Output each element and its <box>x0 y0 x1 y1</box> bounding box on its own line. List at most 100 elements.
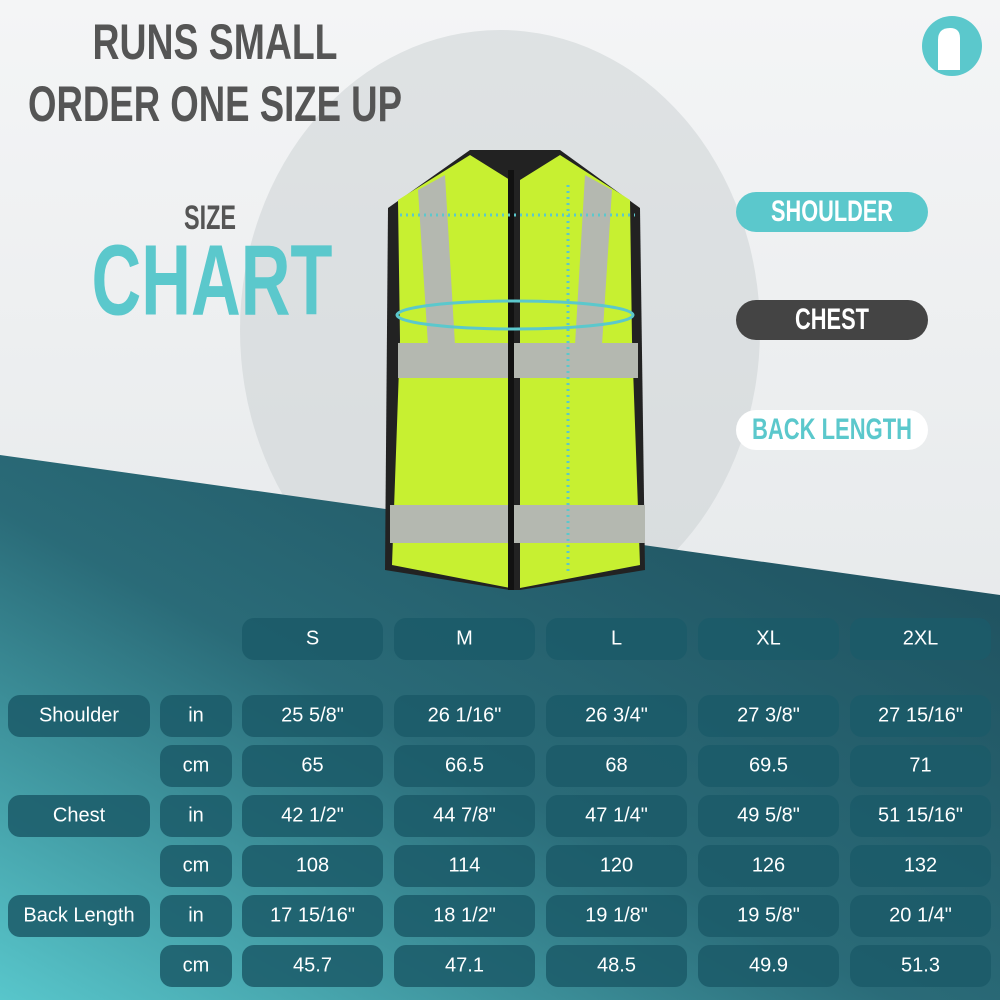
value-cell-bg <box>242 695 383 737</box>
size-header-bg <box>698 618 839 660</box>
row-label: Shoulder <box>39 704 119 726</box>
value-cell: 26 1/16" <box>428 704 502 726</box>
size-table: S M L XL 2XL Shoulder in 25 5/8" 26 1/16" 26 3/4"… <box>8 618 991 987</box>
value-cell: 120 <box>600 854 633 876</box>
value-cell: 42 1/2" <box>281 804 344 826</box>
size-header: 2XL <box>903 627 939 649</box>
unit-bg <box>160 895 232 937</box>
value-cell-bg <box>850 945 991 987</box>
unit: cm <box>183 754 210 776</box>
row-label-bg <box>8 895 150 937</box>
value-cell-bg <box>394 895 535 937</box>
value-cell-bg <box>546 895 687 937</box>
value-cell-bg <box>698 845 839 887</box>
size-header-bg <box>242 618 383 660</box>
size-header-bg <box>850 618 991 660</box>
value-cell-bg <box>394 795 535 837</box>
value-cell-bg <box>394 845 535 887</box>
unit: in <box>188 704 204 726</box>
value-cell: 48.5 <box>597 954 636 976</box>
chest-pill <box>736 300 928 340</box>
value-cell-bg <box>698 895 839 937</box>
value-cell-bg <box>394 945 535 987</box>
measure-label: BACK LENGTH <box>752 413 912 446</box>
unit: cm <box>183 954 210 976</box>
unit: cm <box>183 854 210 876</box>
value-cell-bg <box>546 795 687 837</box>
value-cell-bg <box>242 895 383 937</box>
value-cell: 19 1/8" <box>585 904 648 926</box>
size-header-bg <box>394 618 535 660</box>
value-cell-bg <box>698 945 839 987</box>
back-length-pill <box>736 410 928 450</box>
row-label-bg <box>8 695 150 737</box>
size-header: L <box>611 627 622 649</box>
size-header: S <box>306 627 319 649</box>
measure-label: SHOULDER <box>771 195 893 228</box>
value-cell: 44 7/8" <box>433 804 496 826</box>
value-cell: 17 15/16" <box>270 904 355 926</box>
value-cell: 68 <box>605 754 627 776</box>
value-cell: 45.7 <box>293 954 332 976</box>
unit: in <box>188 804 204 826</box>
unit: in <box>188 904 204 926</box>
value-cell-bg <box>850 745 991 787</box>
value-cell: 65 <box>301 754 323 776</box>
title-line: ORDER ONE SIZE UP <box>28 76 402 132</box>
value-cell: 27 3/8" <box>737 704 800 726</box>
value-cell-bg <box>546 945 687 987</box>
value-cell: 19 5/8" <box>737 904 800 926</box>
value-cell: 25 5/8" <box>281 704 344 726</box>
size-header-bg <box>546 618 687 660</box>
value-cell: 51.3 <box>901 954 940 976</box>
value-cell-bg <box>242 795 383 837</box>
value-cell: 27 15/16" <box>878 704 963 726</box>
value-cell: 47 1/4" <box>585 804 648 826</box>
value-cell: 51 15/16" <box>878 804 963 826</box>
shoulder-pill <box>736 192 928 232</box>
value-cell: 132 <box>904 854 937 876</box>
unit-bg <box>160 945 232 987</box>
logo-bear <box>938 28 960 70</box>
value-cell-bg <box>698 795 839 837</box>
value-cell-bg <box>394 745 535 787</box>
value-cell-bg <box>546 845 687 887</box>
unit-bg <box>160 845 232 887</box>
value-cell: 126 <box>752 854 785 876</box>
measure-label: CHEST <box>795 303 869 336</box>
value-cell: 108 <box>296 854 329 876</box>
value-cell-bg <box>698 695 839 737</box>
value-cell: 71 <box>909 754 931 776</box>
unit-bg <box>160 745 232 787</box>
size-header: M <box>456 627 473 649</box>
value-cell-bg <box>850 895 991 937</box>
value-cell: 66.5 <box>445 754 484 776</box>
value-cell-bg <box>850 845 991 887</box>
value-cell: 114 <box>449 854 481 876</box>
row-label: Back Length <box>23 904 134 926</box>
value-cell: 26 3/4" <box>585 704 648 726</box>
row-label: Chest <box>53 804 106 826</box>
value-cell-bg <box>546 695 687 737</box>
unit-bg <box>160 795 232 837</box>
row-label-bg <box>8 795 150 837</box>
value-cell-bg <box>850 695 991 737</box>
value-cell-bg <box>242 945 383 987</box>
value-cell-bg <box>242 745 383 787</box>
value-cell-bg <box>242 845 383 887</box>
value-cell: 49 5/8" <box>737 804 800 826</box>
size-word: SIZE <box>184 199 236 237</box>
unit-bg <box>160 695 232 737</box>
value-cell: 18 1/2" <box>433 904 496 926</box>
value-cell-bg <box>394 695 535 737</box>
vest <box>385 150 645 590</box>
chart-word: CHART <box>92 224 333 336</box>
value-cell: 20 1/4" <box>889 904 952 926</box>
title-line: RUNS SMALL <box>93 14 338 70</box>
value-cell: 47.1 <box>445 954 484 976</box>
value-cell: 49.9 <box>749 954 788 976</box>
size-header: XL <box>756 627 780 649</box>
value-cell-bg <box>698 745 839 787</box>
